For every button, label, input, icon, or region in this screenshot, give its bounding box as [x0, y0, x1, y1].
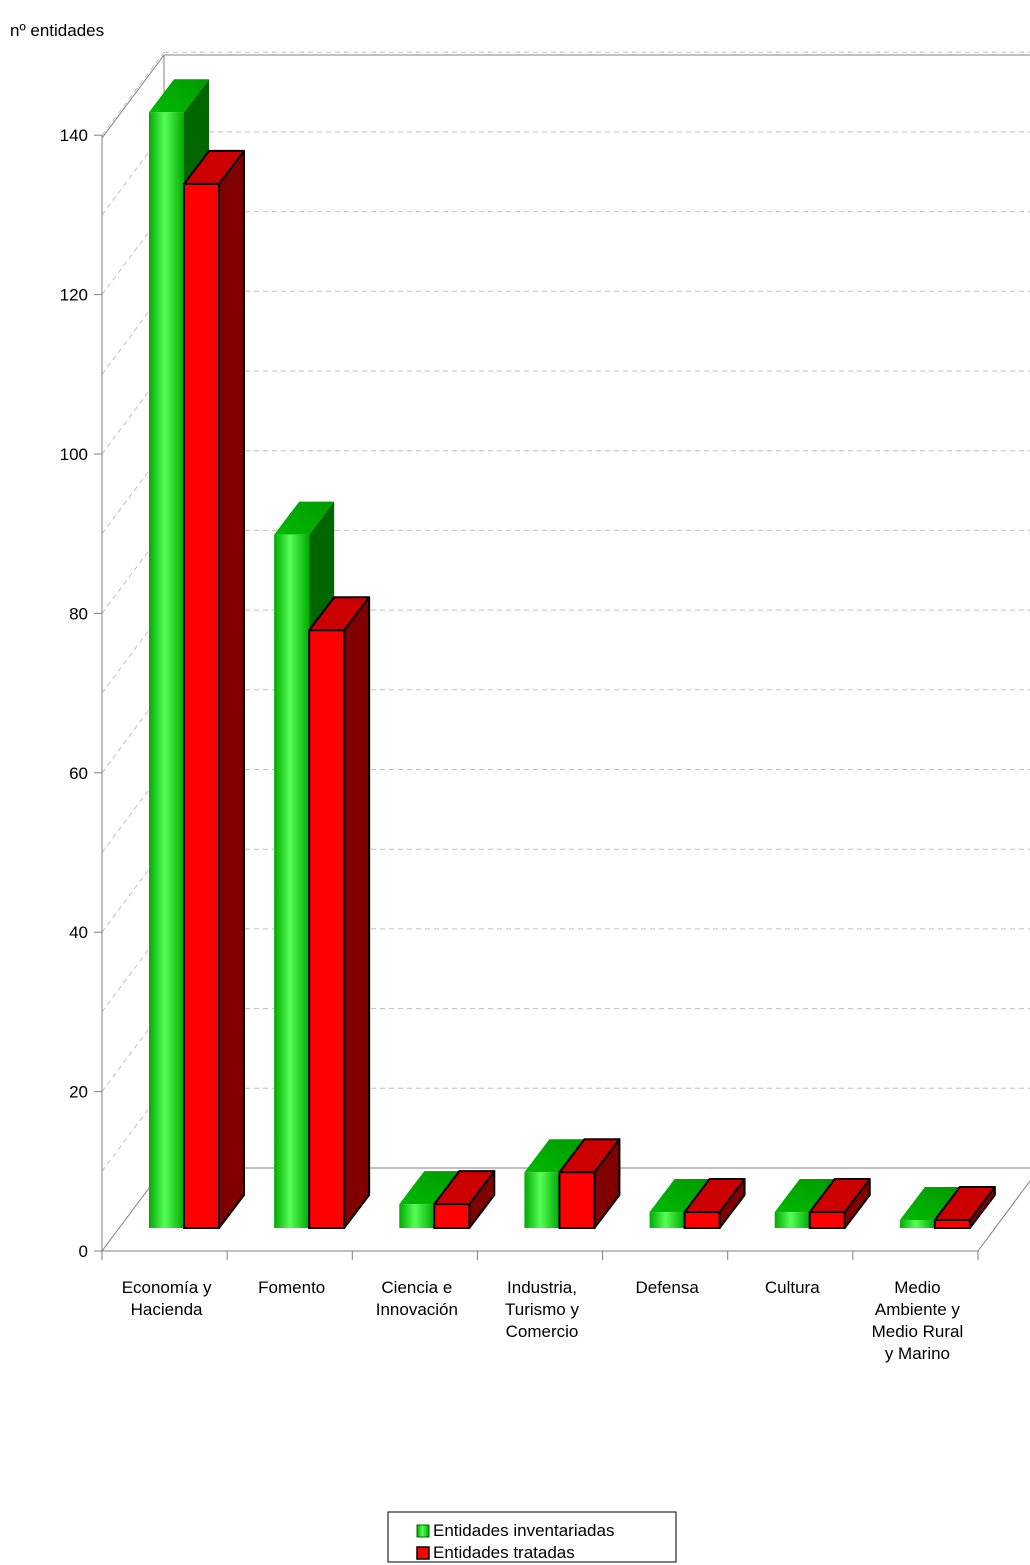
x-tick-label: Economía y Hacienda	[122, 1278, 212, 1319]
bar-front-face	[933, 1219, 971, 1230]
bar-top-face	[899, 1187, 960, 1221]
legend-label-tratadas: Entidades tratadas	[433, 1543, 575, 1562]
x-tick-label: Cultura	[765, 1278, 820, 1297]
legend-swatch-inventariadas	[416, 1524, 430, 1538]
y-tick-label: 60	[69, 764, 88, 783]
x-tick-label: Medio Ambiente y Medio Rural y Marino	[872, 1278, 964, 1363]
legend-label-inventariadas: Entidades inventariadas	[433, 1521, 614, 1540]
legend: Entidades inventariadas Entidades tratad…	[387, 1511, 677, 1563]
bar-front-face	[399, 1204, 435, 1228]
bar-side-face	[343, 596, 371, 1229]
y-tick-label: 140	[60, 126, 88, 145]
y-tick-label: 100	[60, 445, 88, 464]
legend-swatch-tratadas	[416, 1546, 430, 1560]
bars	[149, 79, 996, 1230]
y-axis-title: nº entidades	[10, 21, 104, 40]
x-tick-label: Industria, Turismo y Comercio	[505, 1278, 579, 1341]
y-tick-label: 20	[69, 1083, 88, 1102]
bar-front-face	[683, 1211, 721, 1230]
legend-box	[387, 1511, 677, 1563]
bar	[433, 1170, 496, 1229]
y-tick-label: 40	[69, 923, 88, 942]
bar	[808, 1178, 871, 1230]
x-tick-label: Ciencia e Innovación	[376, 1278, 458, 1319]
bar	[933, 1186, 996, 1230]
bar-front-face	[899, 1220, 935, 1228]
bar-top-face	[274, 501, 335, 535]
bar	[683, 1178, 746, 1230]
bar-front-face	[558, 1171, 596, 1229]
bar-top-face	[149, 79, 209, 113]
bar-front-face	[774, 1212, 810, 1228]
bar-front-face	[183, 182, 220, 1229]
bar-top-face	[649, 1179, 710, 1213]
x-tick-label: Fomento	[258, 1278, 325, 1297]
bar-front-face	[433, 1203, 471, 1229]
floor-right-edge	[977, 1180, 1030, 1252]
bar-front-face	[274, 534, 310, 1228]
bar-top-face	[524, 1139, 585, 1173]
y-tick-label: 120	[60, 286, 88, 305]
y-axis: 0 20 40 60 80 100 120 140	[60, 126, 103, 1261]
y-tick-label: 80	[69, 604, 88, 623]
bar-top-face	[774, 1179, 835, 1213]
bar-front-face	[308, 629, 346, 1229]
bar	[308, 596, 371, 1229]
bar	[183, 149, 245, 1229]
bar-top-face	[399, 1171, 460, 1205]
x-axis: Economía y Hacienda Fomento Ciencia e Innova…	[101, 1250, 979, 1363]
bar	[558, 1138, 621, 1229]
bar-front-face	[808, 1211, 846, 1230]
y-tick-label: 0	[79, 1242, 88, 1261]
side-wall-top-edge	[101, 54, 165, 139]
bar-front-face	[524, 1172, 560, 1228]
bar-front-face	[149, 112, 184, 1229]
bar-side-face	[218, 149, 245, 1229]
x-tick-label: Defensa	[635, 1278, 699, 1297]
bar-front-face	[649, 1212, 685, 1228]
